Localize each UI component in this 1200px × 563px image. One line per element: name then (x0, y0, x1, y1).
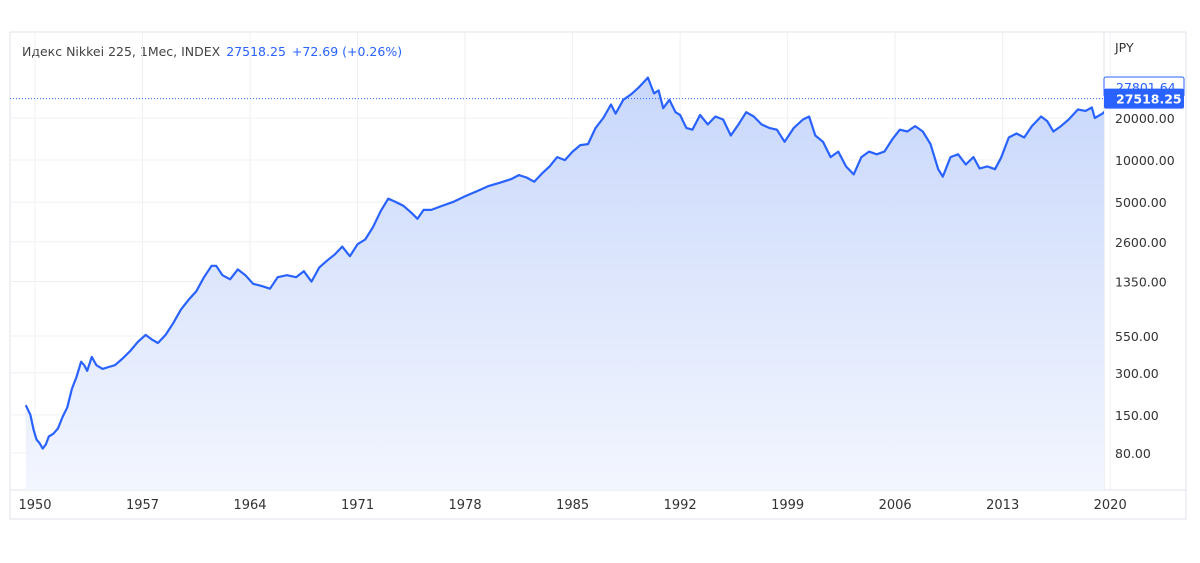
x-tick-label: 1957 (126, 498, 159, 513)
y-tick-label: 5000.00 (1115, 195, 1167, 210)
last-price-label: 27518.25 (1116, 92, 1182, 107)
series-area-fill (25, 77, 1104, 490)
y-tick-label: 80.00 (1115, 446, 1151, 461)
x-tick-label: 1964 (233, 498, 266, 513)
y-tick-label: 150.00 (1115, 408, 1159, 423)
symbol-label: Идекс Nikkei 225, 1Мес, INDEX (22, 44, 221, 59)
currency-unit-label: JPY (1114, 40, 1134, 55)
series-area (24, 76, 1150, 490)
x-tick-label: 1999 (771, 498, 804, 513)
y-tick-label: 1350.00 (1115, 275, 1167, 290)
y-tick-label: 550.00 (1115, 329, 1159, 344)
x-tick-label: 1971 (341, 498, 374, 513)
x-tick-label: 2020 (1094, 498, 1127, 513)
y-tick-label: 2600.00 (1115, 235, 1167, 250)
series-line[interactable] (24, 76, 1150, 450)
y-tick-label: 20000.00 (1115, 111, 1175, 126)
last-price-box (1104, 88, 1184, 109)
last-value: 27518.25 (226, 44, 286, 59)
time-axis: 1950 1957 1964 1971 1978 1985 1992 1999 2006 2013… (18, 498, 1126, 513)
y-tick-label: 300.00 (1115, 366, 1159, 381)
y-tick-label: 10000.00 (1115, 153, 1175, 168)
x-tick-label: 1985 (556, 498, 589, 513)
chart-frame (9, 31, 1187, 520)
x-tick-label: 2013 (986, 498, 1019, 513)
x-tick-label: 1992 (664, 498, 697, 513)
x-tick-label: 1978 (449, 498, 482, 513)
price-axis: JPY 80.00 150.00 300.00 550.00 1350.00 2600.00… (1114, 40, 1175, 461)
chart-legend: Идекс Nikkei 225, 1Мес, INDEX 27518.25 +72… (22, 44, 402, 59)
x-tick-label: 2006 (879, 498, 912, 513)
x-tick-label: 1950 (18, 498, 51, 513)
change-value: +72.69 (+0.26%) (291, 44, 403, 59)
